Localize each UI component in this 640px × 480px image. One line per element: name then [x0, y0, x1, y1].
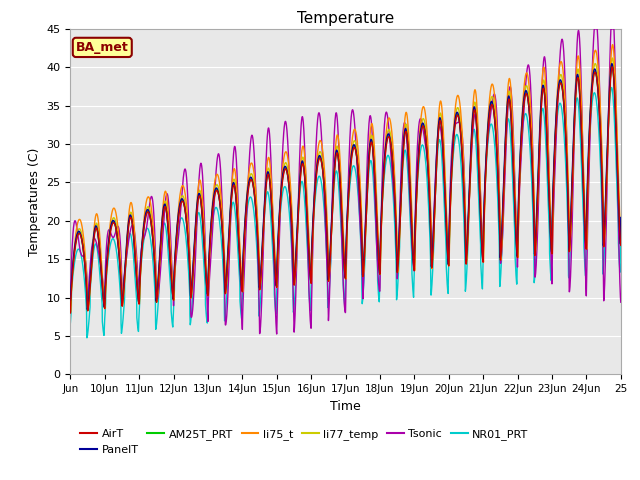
Title: Temperature: Temperature — [297, 11, 394, 26]
Y-axis label: Temperatures (C): Temperatures (C) — [28, 147, 41, 256]
X-axis label: Time: Time — [330, 400, 361, 413]
Legend: AirT, PanelT, AM25T_PRT, li75_t, li77_temp, Tsonic, NR01_PRT: AirT, PanelT, AM25T_PRT, li75_t, li77_te… — [76, 425, 533, 459]
Text: BA_met: BA_met — [76, 41, 129, 54]
